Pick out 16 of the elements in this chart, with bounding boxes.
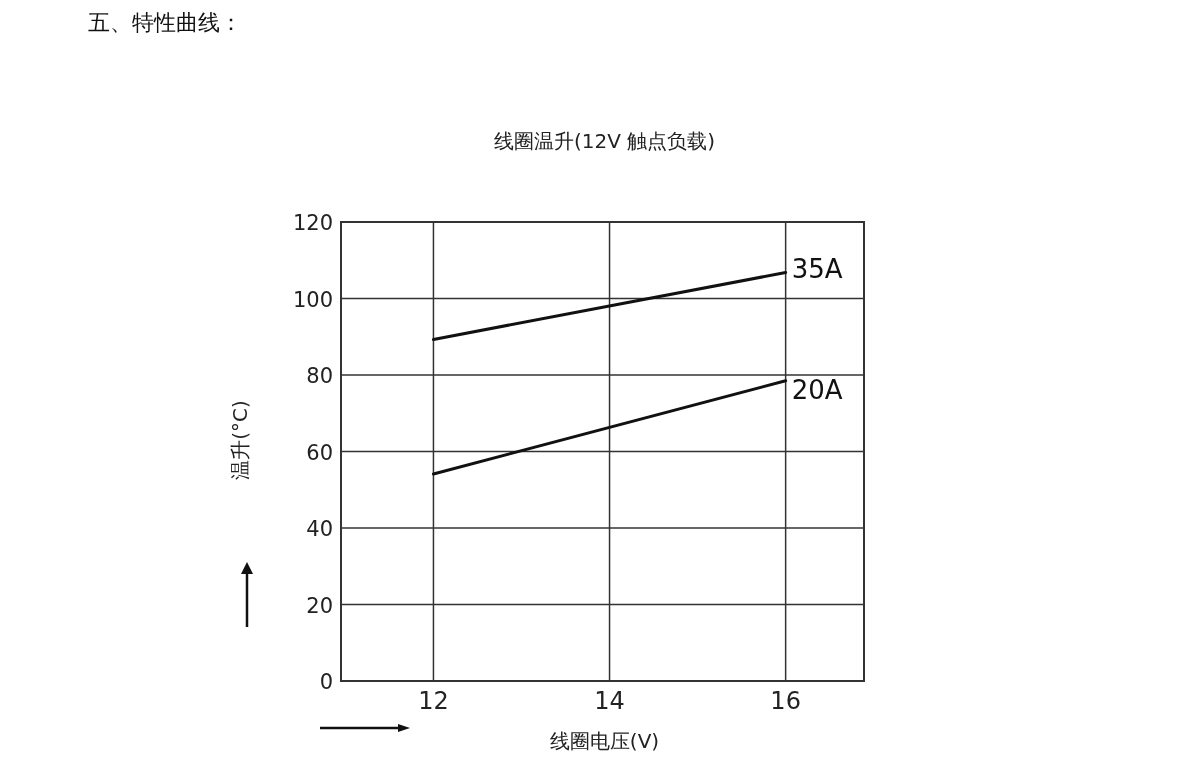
series-label: 20A [791, 374, 843, 405]
x-tick-label: 16 [770, 687, 801, 715]
text: 五、特性曲线： [88, 10, 242, 35]
x-tick-label: 12 [418, 687, 449, 715]
y-tick-label: 40 [306, 517, 333, 541]
x-axis-title: 线圈电压(V) [549, 729, 660, 753]
series-label: 35A [791, 254, 843, 285]
y-tick-label: 60 [306, 440, 333, 465]
y-tick-label: 100 [292, 287, 333, 312]
y-tick-label: 0 [319, 670, 333, 694]
y-axis-title: 温升(°C) [228, 400, 252, 480]
y-tick-label: 20 [306, 593, 333, 618]
chart-title: 线圈温升(12V 触点负载) [493, 129, 716, 153]
x-tick-label: 14 [594, 687, 625, 715]
y-tick-label: 120 [292, 211, 333, 235]
y-tick-label: 80 [306, 364, 333, 388]
